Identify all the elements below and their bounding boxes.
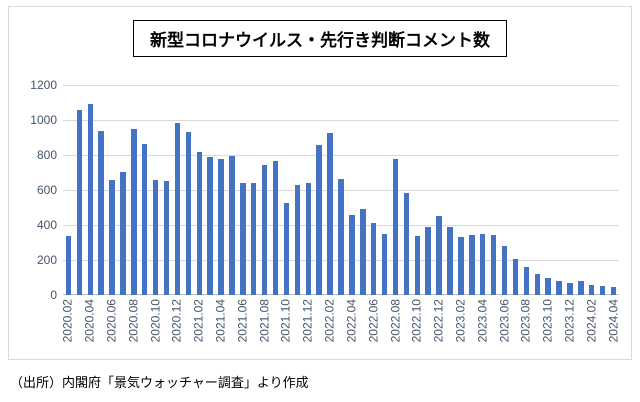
chart-frame: 新型コロナウイルス・先行き判断コメント数 0 200 400 600 800 1000 12… <box>8 6 632 360</box>
bar <box>109 179 115 295</box>
bar <box>240 183 246 295</box>
gridline <box>63 120 619 121</box>
bar <box>469 234 475 295</box>
bar <box>152 179 159 295</box>
x-axis-tick-label: 2024.04 <box>606 299 621 343</box>
x-axis-tick-label: 2023.10 <box>540 299 555 343</box>
y-axis-tick-label: 0 <box>50 288 57 302</box>
gridline <box>63 155 619 156</box>
bar <box>360 209 366 295</box>
x-axis-tick-label: 2020.10 <box>148 299 163 343</box>
bar <box>76 109 83 295</box>
bar <box>545 278 551 295</box>
bar <box>196 151 202 295</box>
bar <box>305 183 311 295</box>
x-axis-tick-label: 2022.10 <box>409 299 424 343</box>
bar <box>490 234 497 295</box>
bar <box>316 145 322 295</box>
x-axis-tick-label: 2021.10 <box>278 299 293 343</box>
x-axis-tick-label: 2021.12 <box>300 299 315 343</box>
bar <box>523 267 530 295</box>
bar <box>65 235 72 295</box>
chart-title-text: 新型コロナウイルス・先行き判断コメント数 <box>150 31 490 50</box>
gridline <box>63 85 619 86</box>
x-axis-tick-label: 2022.12 <box>431 299 446 343</box>
bar <box>261 164 268 295</box>
x-axis-tick-label: 2023.12 <box>562 299 577 343</box>
bar <box>327 133 333 295</box>
x-axis-tick-label: 2020.12 <box>169 299 184 343</box>
x-axis-tick-label: 2020.08 <box>126 299 141 343</box>
bar <box>349 214 355 295</box>
bar <box>338 178 344 295</box>
bar <box>403 192 410 295</box>
source-note: （出所）内閣府「景気ウォッチャー調査」より作成 <box>10 375 309 390</box>
bar <box>381 233 388 295</box>
bar <box>578 281 584 295</box>
bar <box>163 181 170 295</box>
x-axis-tick-label: 2022.02 <box>322 299 337 343</box>
bar <box>501 246 508 295</box>
x-axis-tick-label: 2021.04 <box>213 299 228 343</box>
bar <box>589 284 595 295</box>
bar <box>370 223 377 295</box>
bar <box>142 143 148 295</box>
bar <box>251 183 257 295</box>
bar <box>392 158 399 295</box>
bar <box>458 237 464 295</box>
y-axis-tick-label: 600 <box>36 183 57 197</box>
bar <box>207 156 213 295</box>
bar <box>294 184 301 295</box>
y-axis-tick-label: 400 <box>36 218 57 232</box>
x-axis-tick-label: 2022.04 <box>344 299 359 343</box>
bar <box>425 226 431 295</box>
bar <box>87 104 93 295</box>
bar <box>436 216 442 295</box>
x-axis-tick-label: 2022.06 <box>366 299 381 343</box>
bar <box>229 155 235 295</box>
x-axis-tick-label: 2023.06 <box>497 299 512 343</box>
bar <box>480 233 486 295</box>
bar <box>218 158 224 295</box>
bar <box>120 171 126 295</box>
bar <box>567 282 573 295</box>
x-axis-tick-label: 2021.08 <box>257 299 272 343</box>
x-axis-tick-label: 2023.04 <box>475 299 490 343</box>
x-axis-tick-label: 2020.06 <box>104 299 119 343</box>
bar <box>185 132 192 295</box>
x-axis-tick-label: 2024.02 <box>584 299 599 343</box>
bar <box>131 128 137 295</box>
bar <box>283 203 290 295</box>
chart-title: 新型コロナウイルス・先行き判断コメント数 <box>133 20 507 57</box>
bar <box>414 236 421 295</box>
y-axis-tick-label: 1000 <box>30 113 57 127</box>
plot-area <box>63 85 619 295</box>
bar <box>272 161 279 295</box>
bar <box>599 286 606 295</box>
x-axis-tick-label: 2020.02 <box>60 299 75 343</box>
y-axis-tick-label: 200 <box>36 253 57 267</box>
y-axis-tick-label: 1200 <box>30 78 57 92</box>
bar <box>610 287 617 295</box>
bar <box>98 130 104 295</box>
x-axis-tick-label: 2023.08 <box>518 299 533 343</box>
x-axis-tick-label: 2021.06 <box>235 299 250 343</box>
bar <box>534 274 540 295</box>
bar <box>447 226 453 295</box>
x-axis-tick-label: 2023.02 <box>453 299 468 343</box>
x-axis-tick-label: 2022.08 <box>388 299 402 343</box>
x-axis-tick-label: 2021.02 <box>191 299 206 343</box>
y-axis-tick-label: 800 <box>36 148 57 162</box>
bar <box>512 259 519 295</box>
x-axis-tick-label: 2020.04 <box>82 299 97 343</box>
bar <box>556 281 562 295</box>
bar <box>174 122 181 295</box>
